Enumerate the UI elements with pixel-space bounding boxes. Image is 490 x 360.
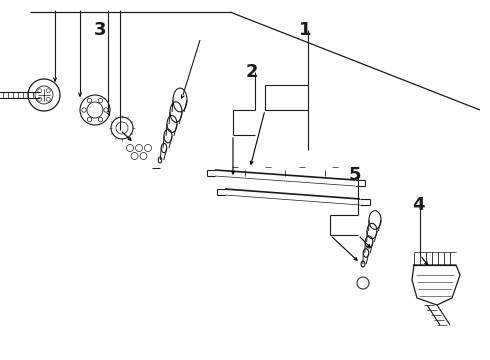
Text: 3: 3 <box>94 21 106 39</box>
Text: 1: 1 <box>299 21 311 39</box>
Text: 4: 4 <box>412 196 424 214</box>
Text: 2: 2 <box>246 63 258 81</box>
Text: 5: 5 <box>349 166 361 184</box>
